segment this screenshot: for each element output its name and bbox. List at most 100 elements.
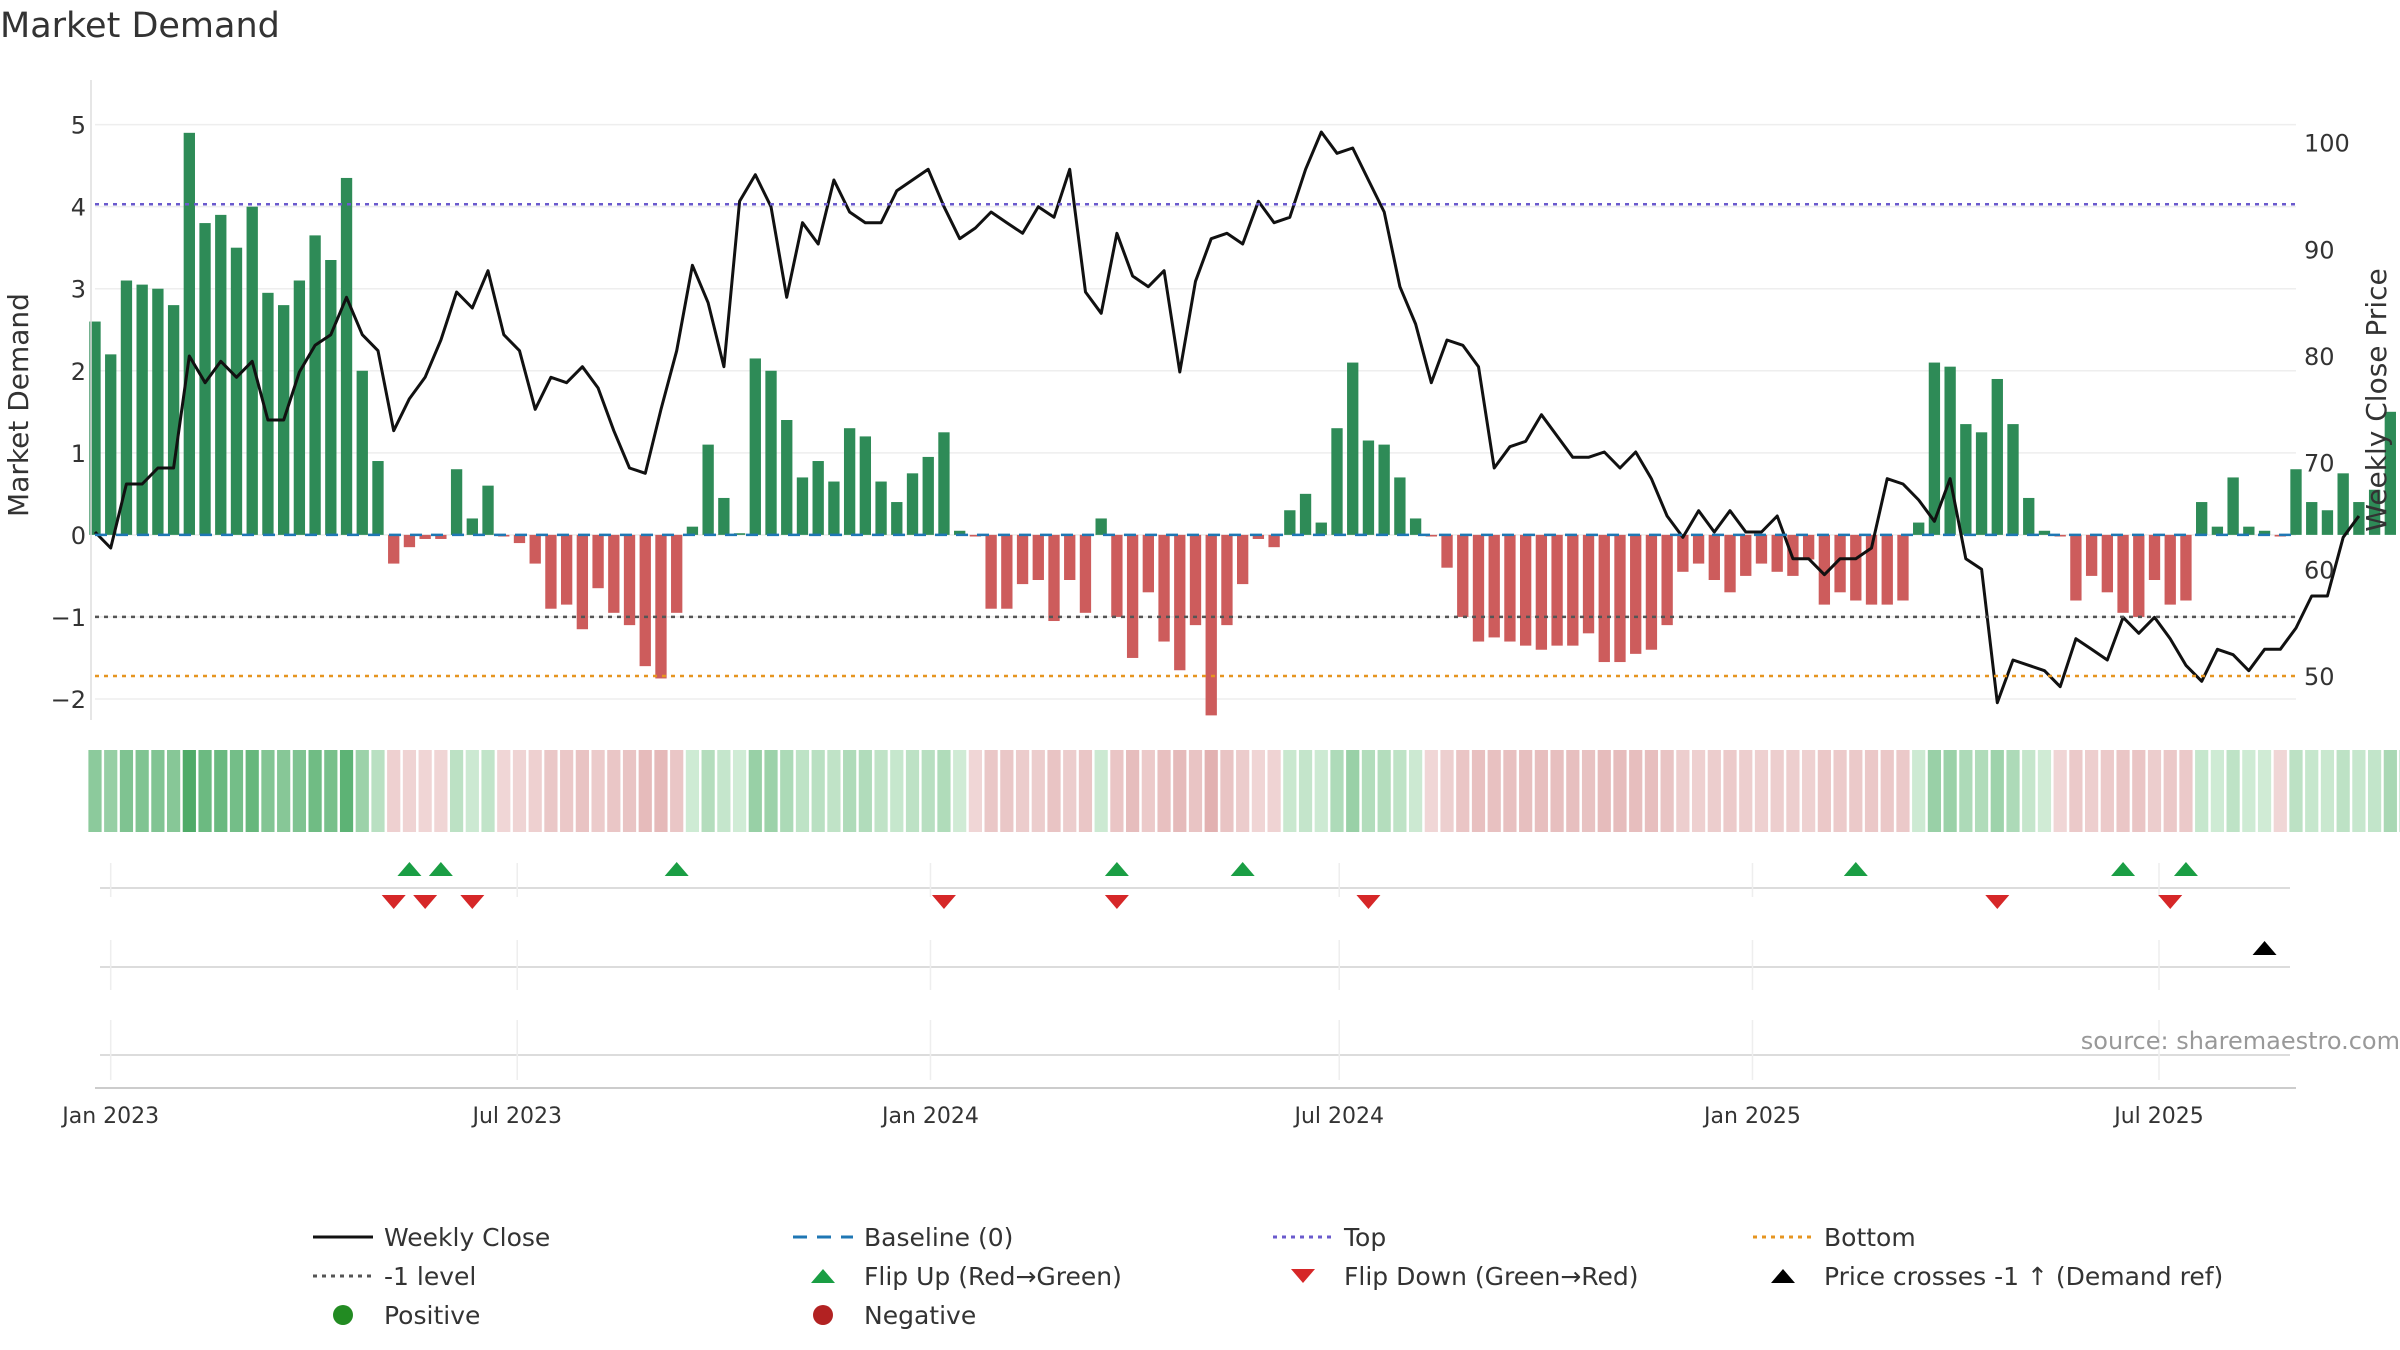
legend-swatch-triangle-up [811,1269,835,1283]
heat-cell [1141,750,1155,832]
y2-tick-label: 70 [2304,450,2335,478]
heat-cell [2210,750,2224,832]
x-tick-label: Jul 2024 [1292,1104,1384,1129]
demand-bar [1252,534,1265,539]
demand-bar [482,485,494,535]
heat-cell [465,750,479,832]
y2-tick-label: 60 [2304,556,2335,584]
demand-bar [1299,493,1312,535]
heat-cell [811,750,825,832]
demand-bar [262,292,274,535]
flip-up-marker [428,862,453,876]
flip-down-marker [460,895,485,909]
demand-bar [2384,411,2396,535]
heat-cell [277,750,291,832]
heat-cell [591,750,605,832]
demand-bar [167,305,180,535]
heat-cell [780,750,794,832]
demand-bar [372,461,384,535]
demand-bar [1095,518,1107,535]
heat-cell [119,750,134,832]
heat-cell [890,750,904,832]
demand-bar [686,526,699,535]
y-tick-label: 4 [71,194,86,222]
heat-cell [2289,750,2303,832]
heat-cell [1220,750,1234,832]
heat-cell [717,750,731,832]
demand-bar [1205,534,1217,716]
heat-cell [2132,750,2146,832]
x-axis: Jan 2023 Jul 2023 Jan 2024 Jul 2024 Jan 2025… [60,1087,2296,1129]
flip-up-marker [1104,862,1129,876]
legend-label: Bottom [1824,1223,1916,1252]
demand-bar [309,235,321,535]
demand-bar [2196,502,2208,535]
demand-bar [293,280,306,535]
heat-cell [1173,750,1187,832]
heat-cell [355,750,369,832]
heat-cell [2179,750,2193,832]
demand-bar [1755,534,1768,564]
demand-bar [969,534,982,537]
heat-cell [512,750,527,832]
heat-cell [308,750,322,832]
demand-bar [215,214,227,535]
heat-cell [1236,750,1250,832]
demand-bar [2337,473,2349,535]
demand-bar [1504,534,1516,642]
heat-cell [1519,750,1533,832]
heat-cell [1849,750,1863,832]
heat-cell [1031,750,1045,832]
heat-cell [167,750,181,832]
heat-cell [1534,750,1548,832]
demand-bar [2133,534,2145,617]
heat-cell [1456,750,1470,832]
heat-cell [1267,750,1281,832]
heat-cell [1943,750,1957,832]
demand-bar [938,432,950,535]
demand-bar [2164,534,2176,605]
heat-cell [937,750,951,832]
demand-bar [466,518,478,535]
demand-bar [1677,534,1689,572]
heat-cell [1047,750,1061,832]
demand-bar [655,534,667,679]
heat-cell [2273,750,2287,832]
y-tick-label: 0 [71,522,86,550]
demand-bar [1834,534,1846,593]
demand-bar [1567,534,1579,646]
demand-bar [152,288,164,535]
demand-bar [1237,534,1249,585]
demand-bar [1551,534,1563,646]
y2-tick-label: 100 [2304,130,2350,158]
heat-cell [2383,750,2397,832]
heat-cell [1330,750,1344,832]
heat-cell [1550,750,1564,832]
demand-bar [1425,534,1437,537]
heat-cell [1613,750,1627,832]
heat-cell [1896,750,1910,832]
heat-cell [953,750,967,832]
heat-cell [1393,750,1407,832]
heat-cell [324,750,338,832]
demand-bar [1740,534,1752,576]
heat-cell [418,750,432,832]
heat-cell [2006,750,2020,832]
legend-label: Top [1343,1223,1386,1252]
heat-cell [670,750,684,832]
demand-bar [230,247,243,535]
heat-cell [843,750,857,832]
demand-bar [1818,534,1831,605]
demand-bar [749,358,761,535]
heat-cell [1707,750,1721,832]
heat-cell [528,750,542,832]
demand-bar [2227,477,2239,535]
legend-label: Weekly Close [384,1223,550,1252]
heat-cell [544,750,558,832]
heat-cell [261,750,275,832]
heat-cell [387,750,401,832]
heat-cell [2242,750,2256,832]
demand-bar [954,530,966,535]
heat-cell [245,750,259,832]
demand-bar [2038,530,2051,535]
